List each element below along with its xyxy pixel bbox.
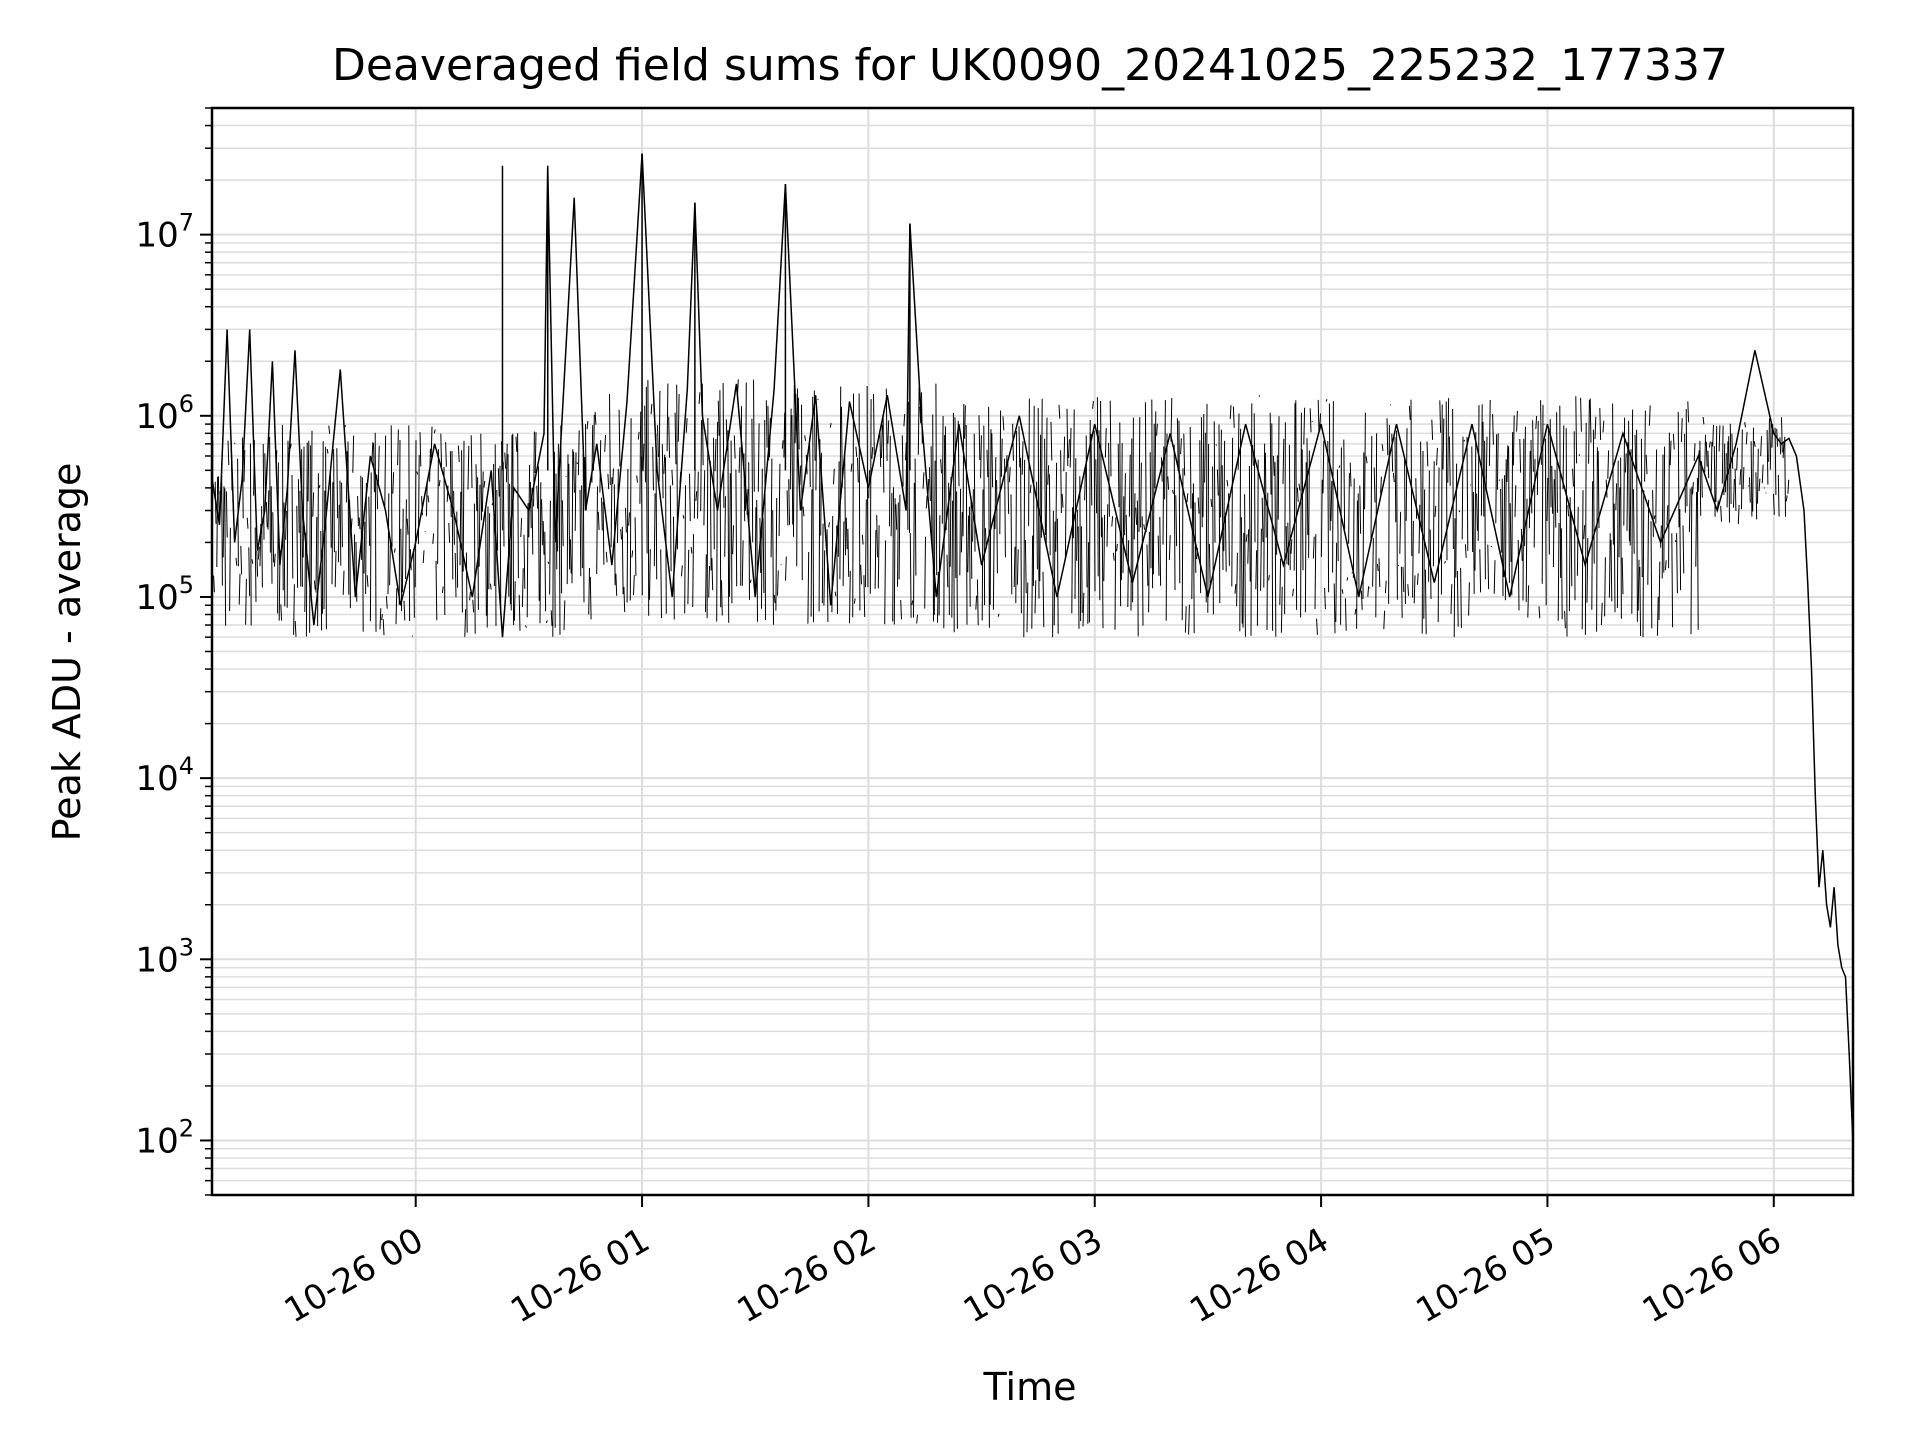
chart-title: Deaveraged field sums for UK0090_2024102… [332,40,1728,91]
grid-lines [212,107,1853,1196]
series-noise-band [1697,417,1790,525]
y-tick-label: 107 [135,209,194,256]
y-tick-label: 102 [135,1114,194,1161]
series-noise-band [943,394,1699,638]
y-tick-label: 106 [135,390,194,437]
series-line [211,153,1854,1145]
axis-ticks [200,107,1775,1207]
y-tick-label: 103 [135,933,194,980]
y-axis-label: Peak ADU - average [45,463,89,842]
series-noise-band [585,379,944,625]
x-axis-label: Time [983,1365,1077,1409]
data-series [211,153,1854,1145]
y-tick-labels: 102 103 104 105 106 107 [135,209,194,1162]
y-tick-label: 105 [135,571,194,618]
y-tick-label: 104 [135,752,194,799]
